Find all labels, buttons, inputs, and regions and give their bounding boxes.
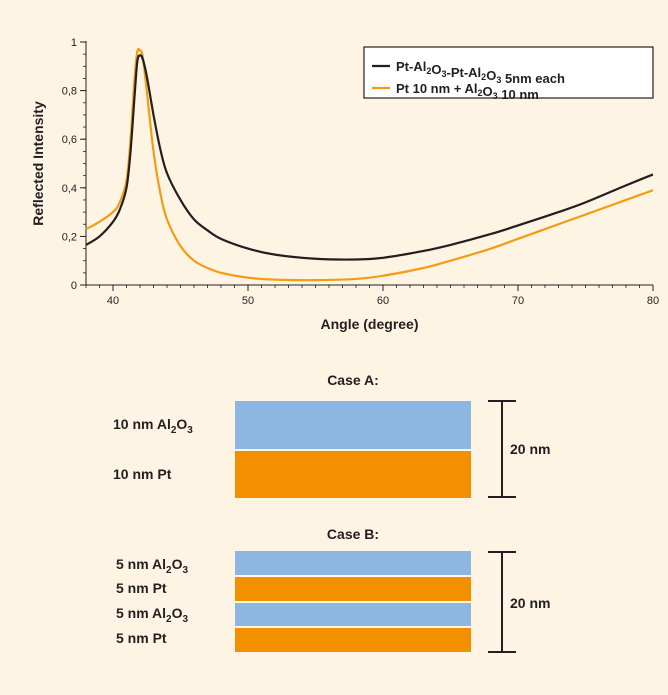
case-b-thickness-label: 20 nm xyxy=(510,595,551,611)
x-tick-label: 70 xyxy=(512,295,524,307)
case-a-thickness-label: 20 nm xyxy=(510,441,551,457)
case-a-dimension-bracket xyxy=(488,400,516,498)
legend-label-2: Pt 10 nm + Al2O3 10 nm xyxy=(396,81,539,102)
case-a-layer-1 xyxy=(235,401,471,449)
legend-label-1: Pt-Al2O3-Pt-Al2O3 5nm each xyxy=(396,59,565,86)
y-tick-label: 0,2 xyxy=(62,231,77,243)
case-b-label-2: 5 nm Pt xyxy=(116,580,167,596)
case-b-dimension-bracket xyxy=(488,551,516,653)
chart-series xyxy=(85,47,654,282)
case-b-title: Case B: xyxy=(326,526,380,542)
y-axis-label: Reflected Intensity xyxy=(30,101,46,226)
case-b-layer-1 xyxy=(235,551,471,575)
case-b-layer-2 xyxy=(235,577,471,601)
case-a-label-1: 10 nm Al2O3 xyxy=(113,416,193,436)
case-b-label-4: 5 nm Pt xyxy=(116,630,167,646)
case-b-label-1: 5 nm Al2O3 xyxy=(116,556,189,576)
chart-axes: 40 50 60 70 80 0 0,2 0,4 0,6 0,8 1 Angle (degree) Re… xyxy=(30,37,659,332)
case-a-stack xyxy=(235,401,471,498)
case-b-stack xyxy=(235,551,471,652)
reflectance-chart: 40 50 60 70 80 0 0,2 0,4 0,6 0,8 1 Angle (degree) Re… xyxy=(30,37,659,332)
y-tick-label: 1 xyxy=(71,37,77,49)
case-b-label-3: 5 nm Al2O3 xyxy=(116,605,189,625)
case-b-layer-3 xyxy=(235,603,471,626)
y-tick-label: 0,4 xyxy=(62,183,77,195)
case-a-layer-2 xyxy=(235,451,471,498)
x-axis-label: Angle (degree) xyxy=(320,316,418,332)
y-tick-label: 0,8 xyxy=(62,86,77,98)
y-tick-label: 0,6 xyxy=(62,134,77,146)
y-tick-label: 0 xyxy=(71,280,77,292)
x-tick-label: 60 xyxy=(377,295,389,307)
x-tick-label: 40 xyxy=(107,295,119,307)
x-tick-label: 80 xyxy=(647,295,659,307)
case-b-layer-4 xyxy=(235,628,471,652)
case-a-label-2: 10 nm Pt xyxy=(113,466,172,482)
case-a-title: Case A: xyxy=(327,372,379,388)
legend-box xyxy=(363,46,654,99)
series-line-1 xyxy=(85,54,654,261)
x-tick-label: 50 xyxy=(242,295,254,307)
